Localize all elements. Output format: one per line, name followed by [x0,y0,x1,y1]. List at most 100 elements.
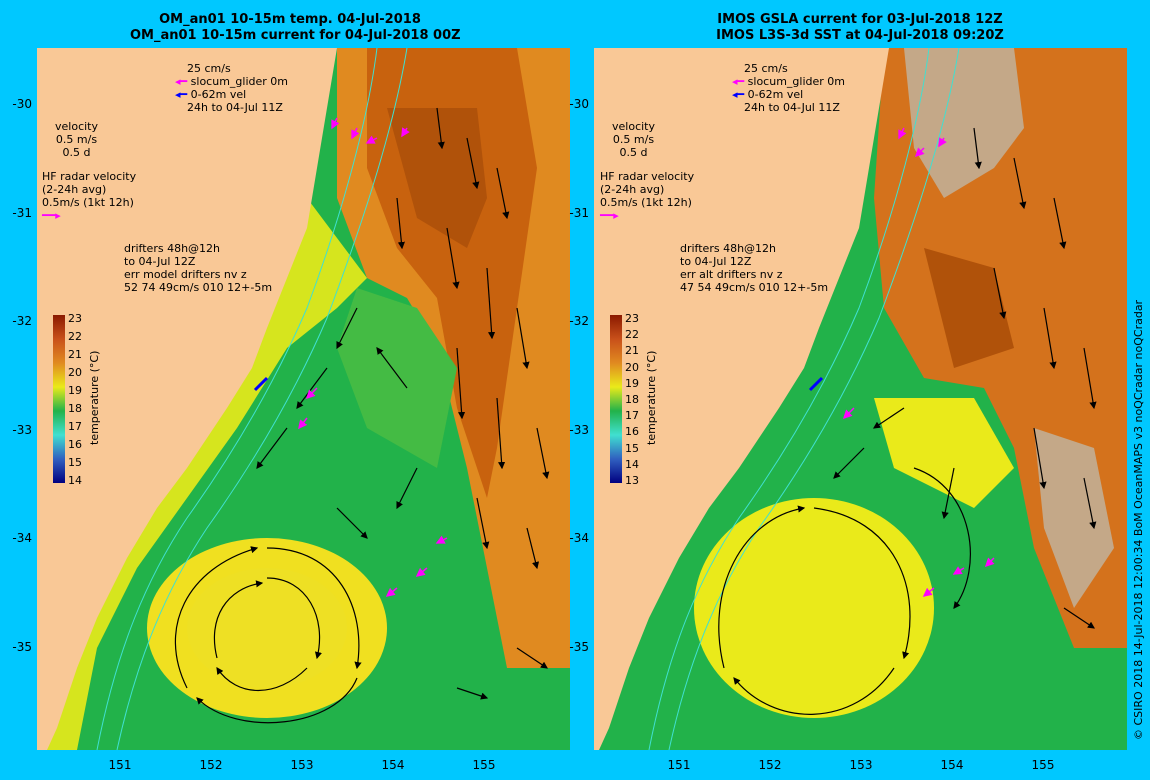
left-title-line2: OM_an01 10-15m current for 04-Jul-2018 0… [130,28,461,43]
colorbar-tick-label: 19 [625,376,639,390]
legend-line: HF radar velocity [600,170,695,183]
legend-line: ◂━ slocum_glider 0m [732,75,845,88]
legend-line: 25 cm/s [744,62,788,75]
colorbar-tick-label: 23 [68,312,82,325]
legend-line: ◂━ 0-62m vel [175,88,288,101]
colorbar-tick-label: 22 [625,328,639,342]
right-hf-legend: HF radar velocity (2-24h avg) 0.5m/s (1k… [600,170,694,222]
colorbar-tick-label: 19 [68,384,82,397]
legend-line: 24h to 04-Jul 11Z [744,101,840,114]
right-colorbar-title: temperature (°C) [645,350,658,445]
colorbar-tick-label: 18 [68,402,82,415]
magenta-arrow-icon: ◂━ [732,75,745,88]
legend-line: 47 54 49cm/s 010 12+-5m [680,281,829,294]
right-map-svg [594,48,1127,750]
x-tick-label: 151 [108,758,132,772]
legend-line: 0.5 d [62,146,91,159]
x-tick-label: 152 [199,758,223,772]
legend-line: to 04-Jul 12Z [124,255,196,268]
left-glider-legend: 25 cm/s ◂━ slocum_glider 0m ◂━ 0-62m vel… [175,62,288,114]
right-map-panel [594,48,1127,750]
right-drifters-legend: drifters 48h@12h to 04-Jul 12Z err alt d… [680,242,828,294]
legend-line: slocum_glider 0m [190,75,288,88]
x-tick-label: 154 [381,758,405,772]
colorbar-tick-label: 21 [625,344,639,358]
legend-line: drifters 48h@12h [680,242,777,255]
colorbar-tick-label: 20 [625,360,639,374]
legend-line: 52 74 49cm/s 010 12+-5m [124,281,273,294]
magenta-arrow-icon: ━━▸ [42,209,61,222]
x-tick-label: 155 [1031,758,1055,772]
colorbar-tick-label: 14 [625,457,639,471]
left-hf-legend: HF radar velocity (2-24h avg) 0.5m/s (1k… [42,170,136,222]
x-tick-label: 152 [758,758,782,772]
y-tick-label: -30 [569,97,589,111]
legend-line: (2-24h avg) [600,183,665,196]
y-tick-label: -33 [12,422,32,437]
right-title-line1: IMOS GSLA current for 03-Jul-2018 12Z [717,12,1003,27]
legend-line: 24h to 04-Jul 11Z [187,101,283,114]
x-tick-label: 153 [849,758,873,772]
right-title-line2: IMOS L3S-3d SST at 04-Jul-2018 09:20Z [716,28,1004,43]
colorbar-tick-label: 13 [625,474,639,487]
legend-line: 0.5 m/s [55,133,98,146]
colorbar-tick-label: 23 [625,312,639,325]
legend-line: velocity [55,120,98,133]
colorbar-tick-label: 15 [625,441,639,455]
legend-line: drifters 48h@12h [124,242,221,255]
legend-line: ◂━ 0-62m vel [732,88,845,101]
right-velocity-legend: velocity 0.5 m/s 0.5 d [612,120,655,159]
y-tick-label: -35 [12,639,32,654]
y-tick-label: -32 [569,314,589,328]
left-colorbar [53,315,65,483]
x-tick-label: 155 [472,758,496,772]
legend-line: 0.5 d [619,146,648,159]
credit-text: © CSIRO 2018 14-Jul-2018 12:00:34 BoM Oc… [1132,299,1145,740]
legend-line: velocity [612,120,655,133]
legend-line: HF radar velocity [42,170,137,183]
colorbar-tick-label: 17 [68,420,82,433]
y-tick-label: -31 [569,205,589,220]
legend-line: err alt drifters nv z [680,268,783,281]
legend-line: ◂━ slocum_glider 0m [175,75,288,88]
x-tick-label: 151 [667,758,691,772]
legend-line: 0.5m/s (1kt 12h) [600,196,692,209]
left-map-panel [37,48,570,750]
colorbar-tick-label: 20 [68,366,82,379]
legend-line: (2-24h avg) [42,183,107,196]
colorbar-tick-label: 18 [625,393,639,406]
colorbar-tick-label: 15 [68,456,82,469]
right-glider-legend: 25 cm/s ◂━ slocum_glider 0m ◂━ 0-62m vel… [732,62,845,114]
magenta-arrow-icon: ━━▸ [600,209,619,222]
legend-line: slocum_glider 0m [747,75,845,88]
colorbar-tick-label: 16 [68,438,82,451]
colorbar-tick-label: 21 [68,348,82,361]
colorbar-tick-label: 17 [625,409,639,423]
left-colorbar-title: temperature (°C) [88,350,101,445]
y-tick-label: -35 [569,639,589,654]
y-tick-label: -31 [12,205,32,220]
legend-line: 0-62m vel [747,88,804,101]
magenta-arrow-icon: ◂━ [175,75,188,88]
x-tick-label: 154 [940,758,964,772]
y-tick-label: -32 [12,314,32,328]
legend-line: err model drifters nv z [124,268,247,281]
colorbar-tick-label: 16 [625,425,639,439]
y-tick-label: -30 [12,97,32,111]
blue-arrow-icon: ◂━ [732,88,745,101]
left-map-svg [37,48,570,750]
y-tick-label: -34 [569,531,589,545]
y-tick-label: -33 [569,422,589,437]
y-tick-label: -34 [12,531,32,545]
legend-line: to 04-Jul 12Z [680,255,752,268]
right-colorbar [610,315,622,483]
x-tick-label: 153 [290,758,314,772]
legend-line: 0.5m/s (1kt 12h) [42,196,134,209]
legend-line: 25 cm/s [187,62,231,75]
left-drifters-legend: drifters 48h@12h to 04-Jul 12Z err model… [124,242,272,294]
colorbar-tick-label: 22 [68,330,82,343]
colorbar-tick-label: 14 [68,474,82,487]
left-title-line1: OM_an01 10-15m temp. 04-Jul-2018 [159,12,421,27]
legend-line: 0.5 m/s [612,133,655,146]
left-velocity-legend: velocity 0.5 m/s 0.5 d [55,120,98,159]
